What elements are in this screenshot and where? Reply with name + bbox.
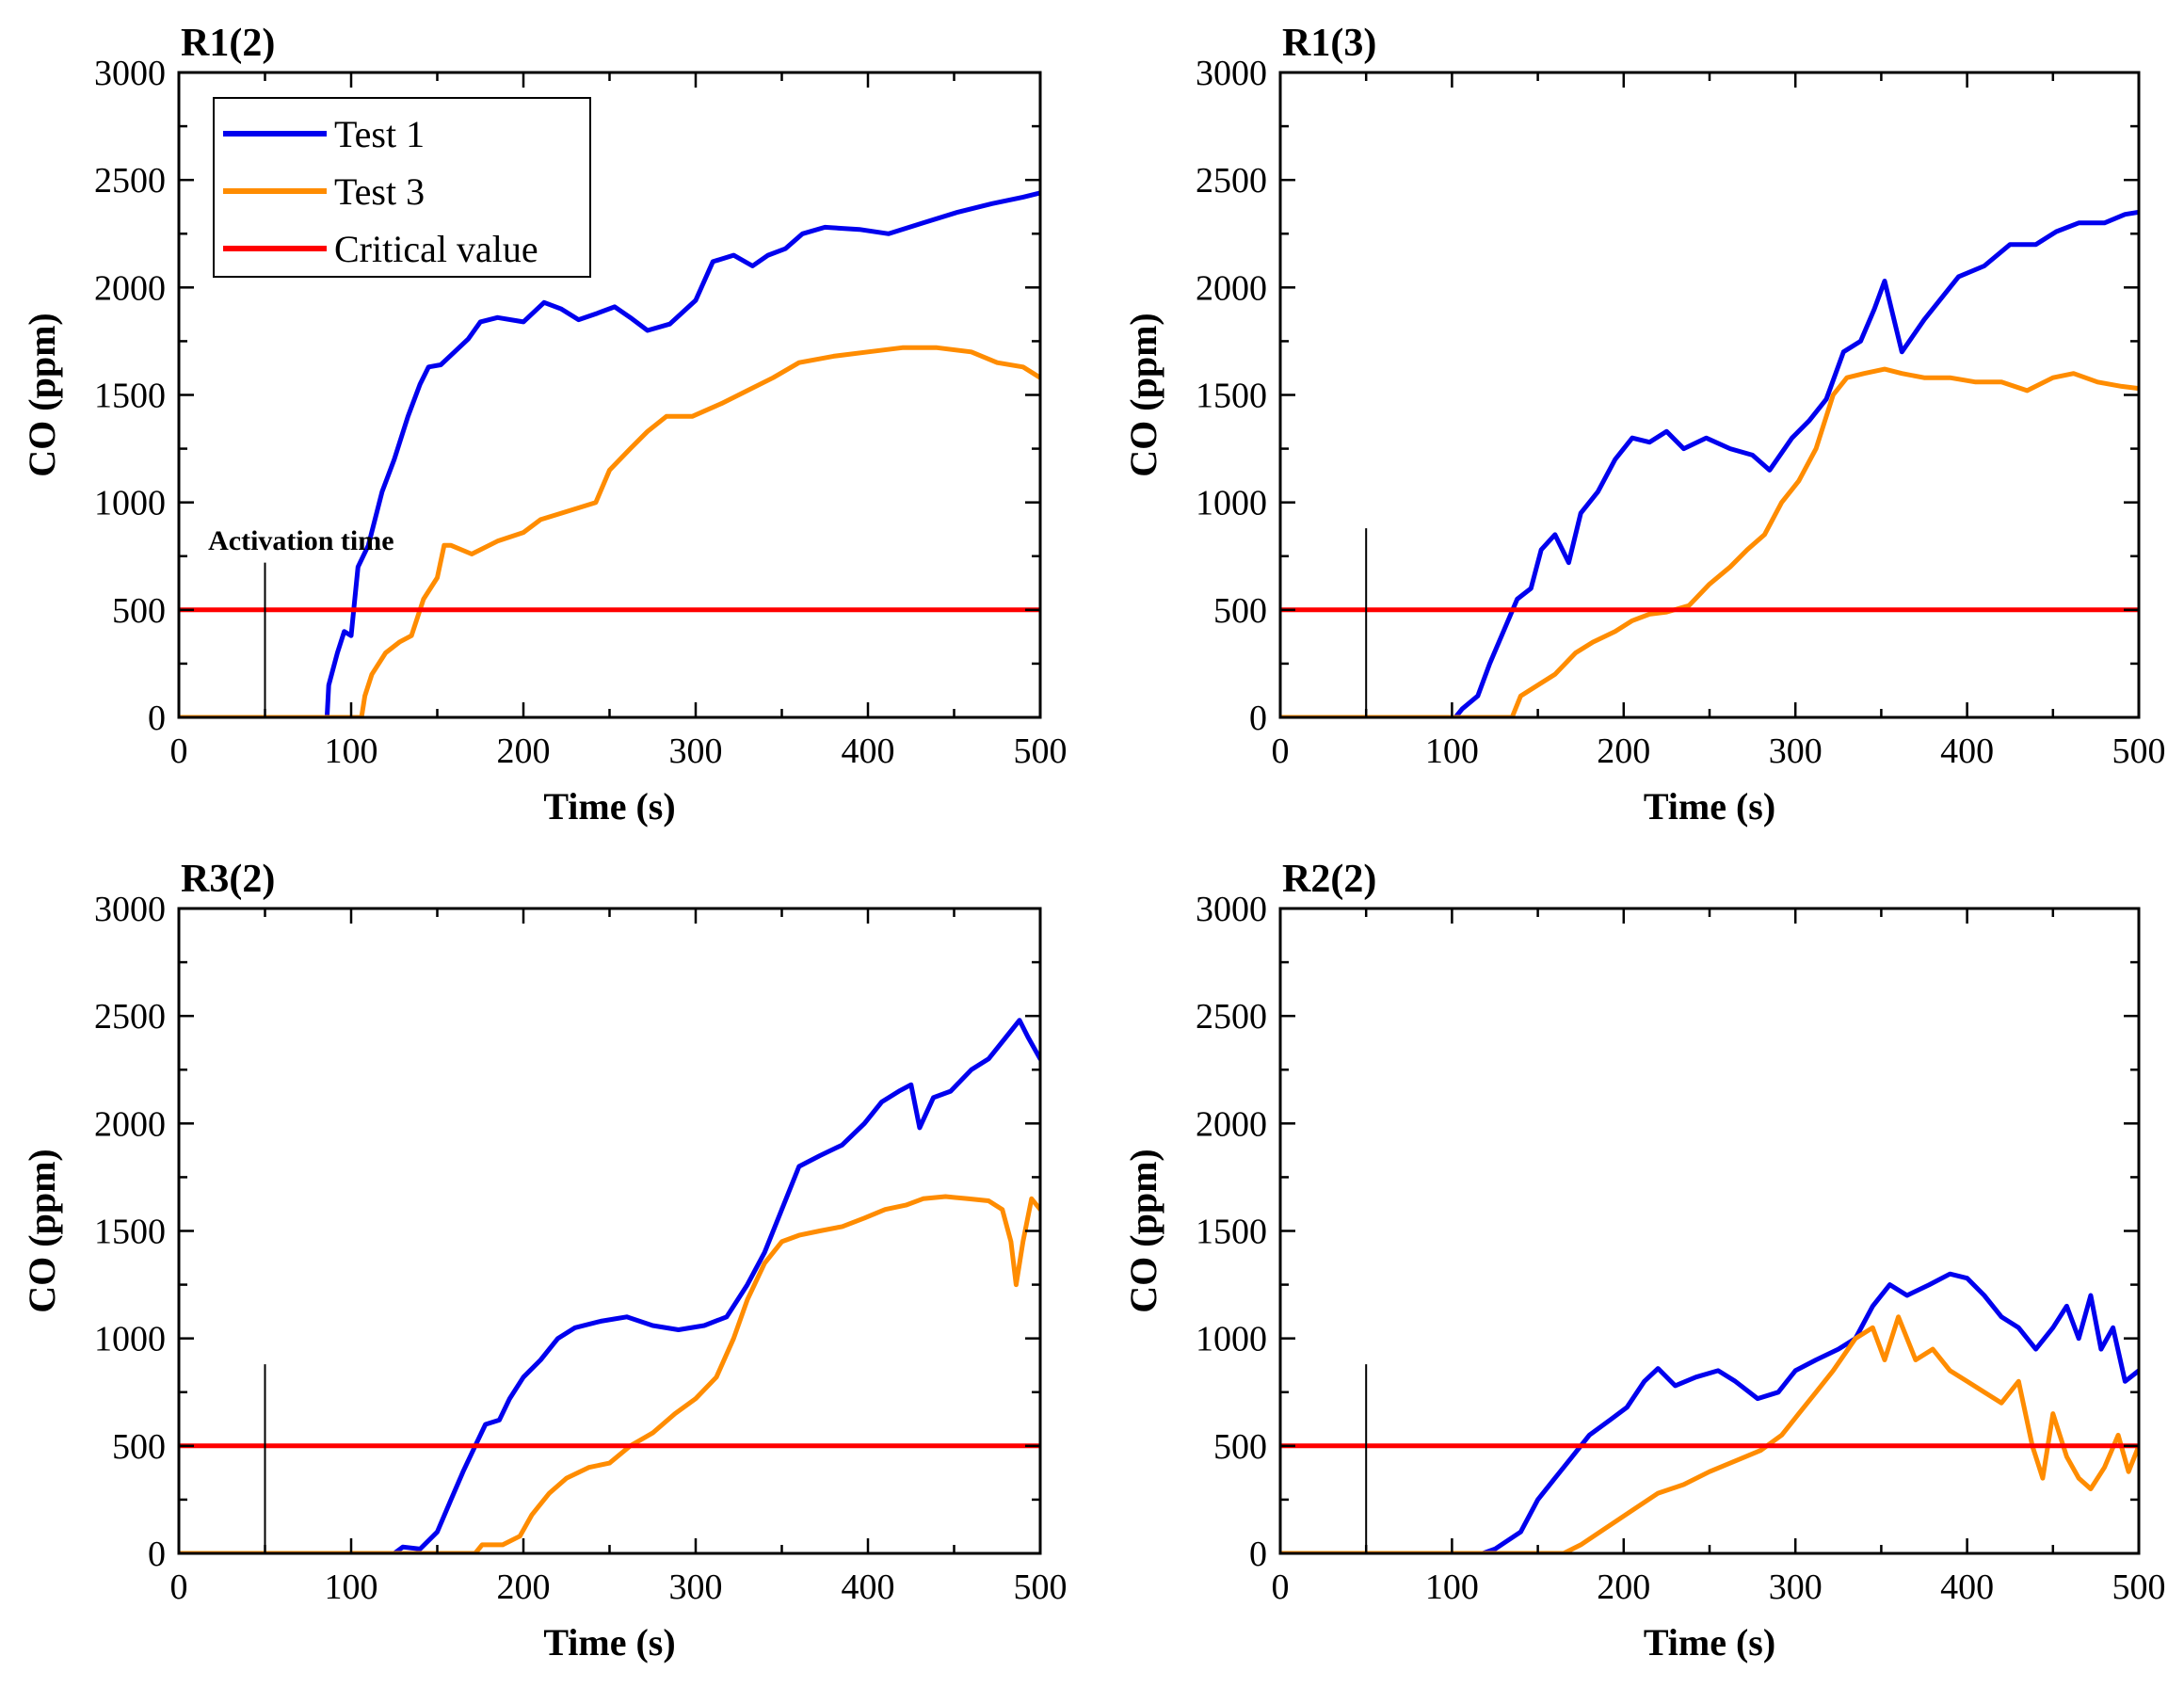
y-axis-title: CO (ppm) <box>21 313 63 476</box>
y-tick-label: 3000 <box>94 54 166 93</box>
y-tick-label: 0 <box>148 699 166 738</box>
y-tick-label: 500 <box>1213 591 1267 631</box>
series-line-test-3 <box>1280 366 2139 717</box>
x-tick-label: 100 <box>1425 1567 1479 1607</box>
plot-frame <box>1278 907 2141 1555</box>
x-tick-label: 200 <box>497 1567 551 1607</box>
y-axis-title: CO (ppm) <box>21 1149 63 1312</box>
x-tick-label: 400 <box>1940 731 1994 771</box>
y-tick-label: 1000 <box>94 484 166 523</box>
x-axis-title: Time (s) <box>1644 785 1775 828</box>
chart-panel: R3(2) 0 100 200 300 400 500 0 500 1000 1500 2000 250… <box>21 858 1068 1664</box>
x-tick-label: 200 <box>1597 1567 1650 1607</box>
legend: Test 1 Test 3 Critical value <box>213 97 591 278</box>
x-tick-label: 500 <box>2112 731 2166 771</box>
x-tick-label: 400 <box>842 731 895 771</box>
x-tick-label: 0 <box>170 731 188 771</box>
x-tick-label: 200 <box>1597 731 1650 771</box>
y-tick-label: 1500 <box>1196 377 1267 416</box>
series-line-test-3 <box>179 1194 1040 1553</box>
y-tick-label: 500 <box>112 1427 166 1467</box>
legend-label: Test 3 <box>334 170 425 213</box>
chart-panel: R1(3) 0 100 200 300 400 500 0 500 1000 1500 2000 250… <box>1122 22 2166 828</box>
y-tick-label: 2500 <box>1196 161 1267 201</box>
plot-frame <box>1278 71 2141 719</box>
panel-title: R3(2) <box>181 858 275 901</box>
x-tick-label: 300 <box>669 1567 723 1607</box>
x-tick-label: 300 <box>1769 1567 1823 1607</box>
x-axis-title: Time (s) <box>543 785 675 828</box>
x-tick-label: 400 <box>1940 1567 1994 1607</box>
y-tick-label: 1000 <box>94 1320 166 1359</box>
x-tick-label: 500 <box>1014 1567 1068 1607</box>
legend-label: Test 1 <box>334 113 425 155</box>
chart-panel: R1(2) Activation time 0 100 200 300 400 500 0 500… <box>21 22 1068 828</box>
y-tick-label: 2000 <box>1196 268 1267 308</box>
y-tick-label: 2000 <box>1196 1104 1267 1144</box>
x-tick-label: 0 <box>1272 731 1290 771</box>
series-line-test-1 <box>179 190 1040 717</box>
y-axis-title: CO (ppm) <box>1122 313 1164 476</box>
y-tick-label: 500 <box>1213 1427 1267 1467</box>
x-axis-title: Time (s) <box>543 1621 675 1664</box>
y-tick-label: 1000 <box>1196 1320 1267 1359</box>
y-tick-label: 2500 <box>94 161 166 201</box>
x-tick-label: 0 <box>170 1567 188 1607</box>
activation-label: Activation time <box>208 525 393 556</box>
y-tick-label: 1500 <box>94 377 166 416</box>
y-tick-label: 1000 <box>1196 484 1267 523</box>
y-tick-label: 2500 <box>1196 997 1267 1037</box>
series-line-test-1 <box>1280 209 2139 717</box>
y-tick-label: 3000 <box>1196 890 1267 929</box>
x-tick-label: 500 <box>1014 731 1068 771</box>
y-tick-label: 2500 <box>94 997 166 1037</box>
series-line-test-1 <box>1280 1271 2139 1553</box>
y-tick-label: 1500 <box>94 1213 166 1252</box>
x-tick-label: 100 <box>325 1567 378 1607</box>
panel-title: R1(2) <box>181 22 275 65</box>
x-tick-label: 400 <box>842 1567 895 1607</box>
x-tick-label: 200 <box>497 731 551 771</box>
x-axis-title: Time (s) <box>1644 1621 1775 1664</box>
x-tick-label: 300 <box>1769 731 1823 771</box>
x-tick-label: 0 <box>1272 1567 1290 1607</box>
y-tick-label: 0 <box>1249 1535 1267 1574</box>
x-tick-label: 100 <box>1425 731 1479 771</box>
x-tick-label: 100 <box>325 731 378 771</box>
y-tick-label: 500 <box>112 591 166 631</box>
y-tick-label: 0 <box>148 1535 166 1574</box>
series-line-test-3 <box>179 345 1040 717</box>
y-tick-label: 1500 <box>1196 1213 1267 1252</box>
y-tick-label: 2000 <box>94 1104 166 1144</box>
series-line-test-1 <box>179 1018 1040 1553</box>
y-axis-title: CO (ppm) <box>1122 1149 1164 1312</box>
legend-label: Critical value <box>334 228 538 270</box>
panel-title: R2(2) <box>1282 858 1376 901</box>
y-tick-label: 2000 <box>94 268 166 308</box>
chart-panel: R2(2) 0 100 200 300 400 500 0 500 1000 1500 2000 250… <box>1122 858 2166 1664</box>
panel-title: R1(3) <box>1282 22 1376 65</box>
x-tick-label: 500 <box>2112 1567 2166 1607</box>
x-tick-label: 300 <box>669 731 723 771</box>
y-tick-label: 3000 <box>1196 54 1267 93</box>
plot-frame <box>177 907 1042 1555</box>
y-tick-label: 3000 <box>94 890 166 929</box>
series-line-test-3 <box>1280 1314 2139 1553</box>
y-tick-label: 0 <box>1249 699 1267 738</box>
